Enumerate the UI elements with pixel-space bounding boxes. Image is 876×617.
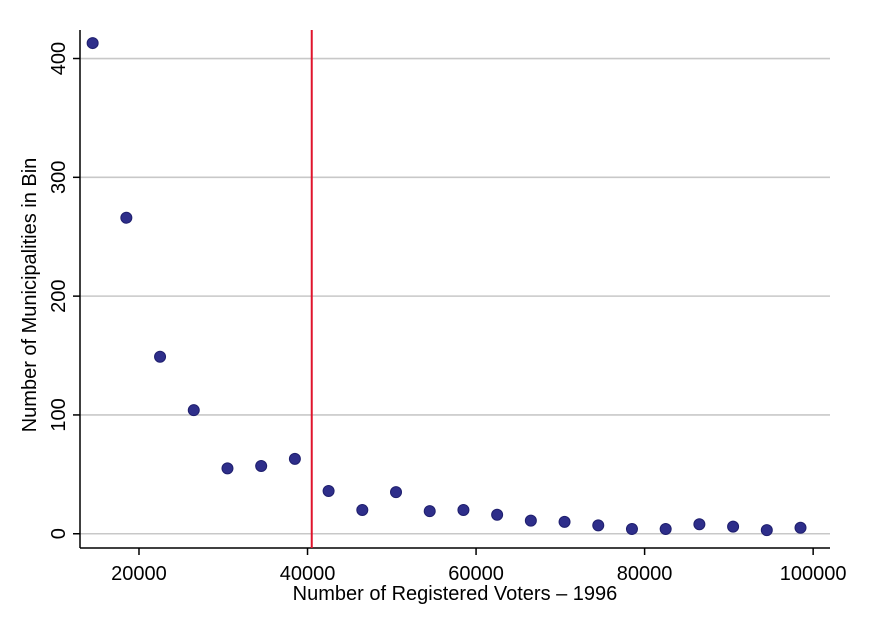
y-tick-label-1: 100 [48,398,70,431]
x-tick-label-0: 20000 [111,563,167,585]
data-point-13 [524,514,537,527]
data-point-8 [356,503,369,516]
data-point-20 [760,524,773,537]
y-axis-title: Number of Municipalities in Bin [19,158,41,433]
data-point-2 [154,350,167,363]
data-points [86,37,807,537]
data-point-4 [221,462,234,475]
data-point-5 [255,460,268,473]
data-point-19 [727,520,740,533]
data-point-11 [457,503,470,516]
data-point-10 [423,505,436,518]
x-tick-label-2: 60000 [448,563,504,585]
data-point-14 [558,515,571,528]
y-tick-label-4: 400 [48,42,70,75]
x-tick-label-3: 80000 [617,563,673,585]
data-point-16 [625,522,638,535]
x-ticks: 20000 40000 60000 80000 100000 [111,548,847,585]
gridlines [80,57,830,535]
y-tick-label-3: 300 [48,161,70,194]
y-tick-label-2: 200 [48,279,70,312]
data-point-21 [794,521,807,534]
data-point-3 [187,404,200,417]
data-point-17 [659,522,672,535]
data-point-6 [288,452,301,465]
data-point-1 [120,211,133,224]
data-point-7 [322,484,335,497]
y-ticks: 0 100 200 300 400 [48,42,80,539]
data-point-12 [491,508,504,521]
data-point-0 [86,37,99,50]
y-tick-label-0: 0 [48,528,70,539]
data-point-9 [390,486,403,499]
data-point-15 [592,519,605,532]
x-tick-label-4: 100000 [780,563,847,585]
x-tick-label-1: 40000 [280,563,336,585]
x-axis-title: Number of Registered Voters – 1996 [293,583,618,605]
data-point-18 [693,518,706,531]
